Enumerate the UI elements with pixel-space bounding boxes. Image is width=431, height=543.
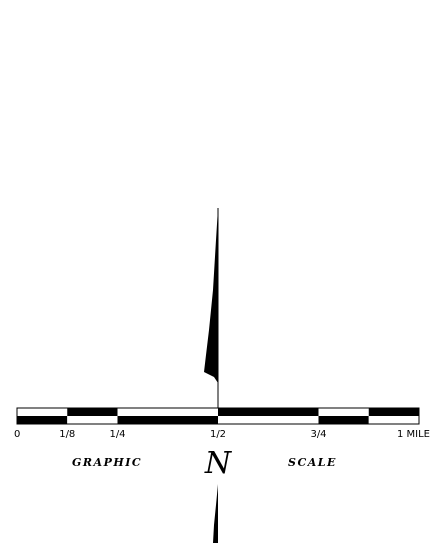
caption-graphic: GRAPHIC [72, 456, 142, 469]
scale-segment-3-top [218, 408, 319, 416]
scale-segment-5-top [368, 408, 419, 416]
scale-tick-label: 1/8 [59, 429, 75, 440]
scale-tick-label: 1/2 [210, 429, 226, 440]
scale-segment-4-top [318, 408, 369, 416]
scale-segment-2-top [117, 408, 218, 416]
north-arrow [204, 208, 219, 543]
scale-segment-0-top [17, 408, 68, 416]
caption-scale: SCALE [288, 456, 337, 469]
scale-segment-1-bottom [67, 416, 118, 424]
scale-tick-label: 0 [14, 429, 20, 440]
scale-bar [16, 407, 420, 425]
scale-segment-0-bottom [17, 416, 68, 424]
scale-tick-label: 1/4 [109, 429, 125, 440]
scale-tick-label: 1 MILE [397, 429, 430, 440]
scale-segment-2-bottom [117, 416, 218, 424]
scale-segment-4-bottom [318, 416, 369, 424]
scale-segment-5-bottom [368, 416, 419, 424]
north-arrow-upper-half [204, 208, 218, 383]
scale-tick-labels: 0 1/8 1/4 1/2 3/4 1 MILE [14, 429, 430, 440]
north-letter: N [204, 446, 233, 481]
north-arrow-lower-half [213, 484, 218, 543]
scale-segment-1-top [67, 408, 118, 416]
scale-tick-label: 3/4 [310, 429, 326, 440]
scale-segment-3-bottom [218, 416, 319, 424]
scale-bar-outline [16, 407, 420, 425]
